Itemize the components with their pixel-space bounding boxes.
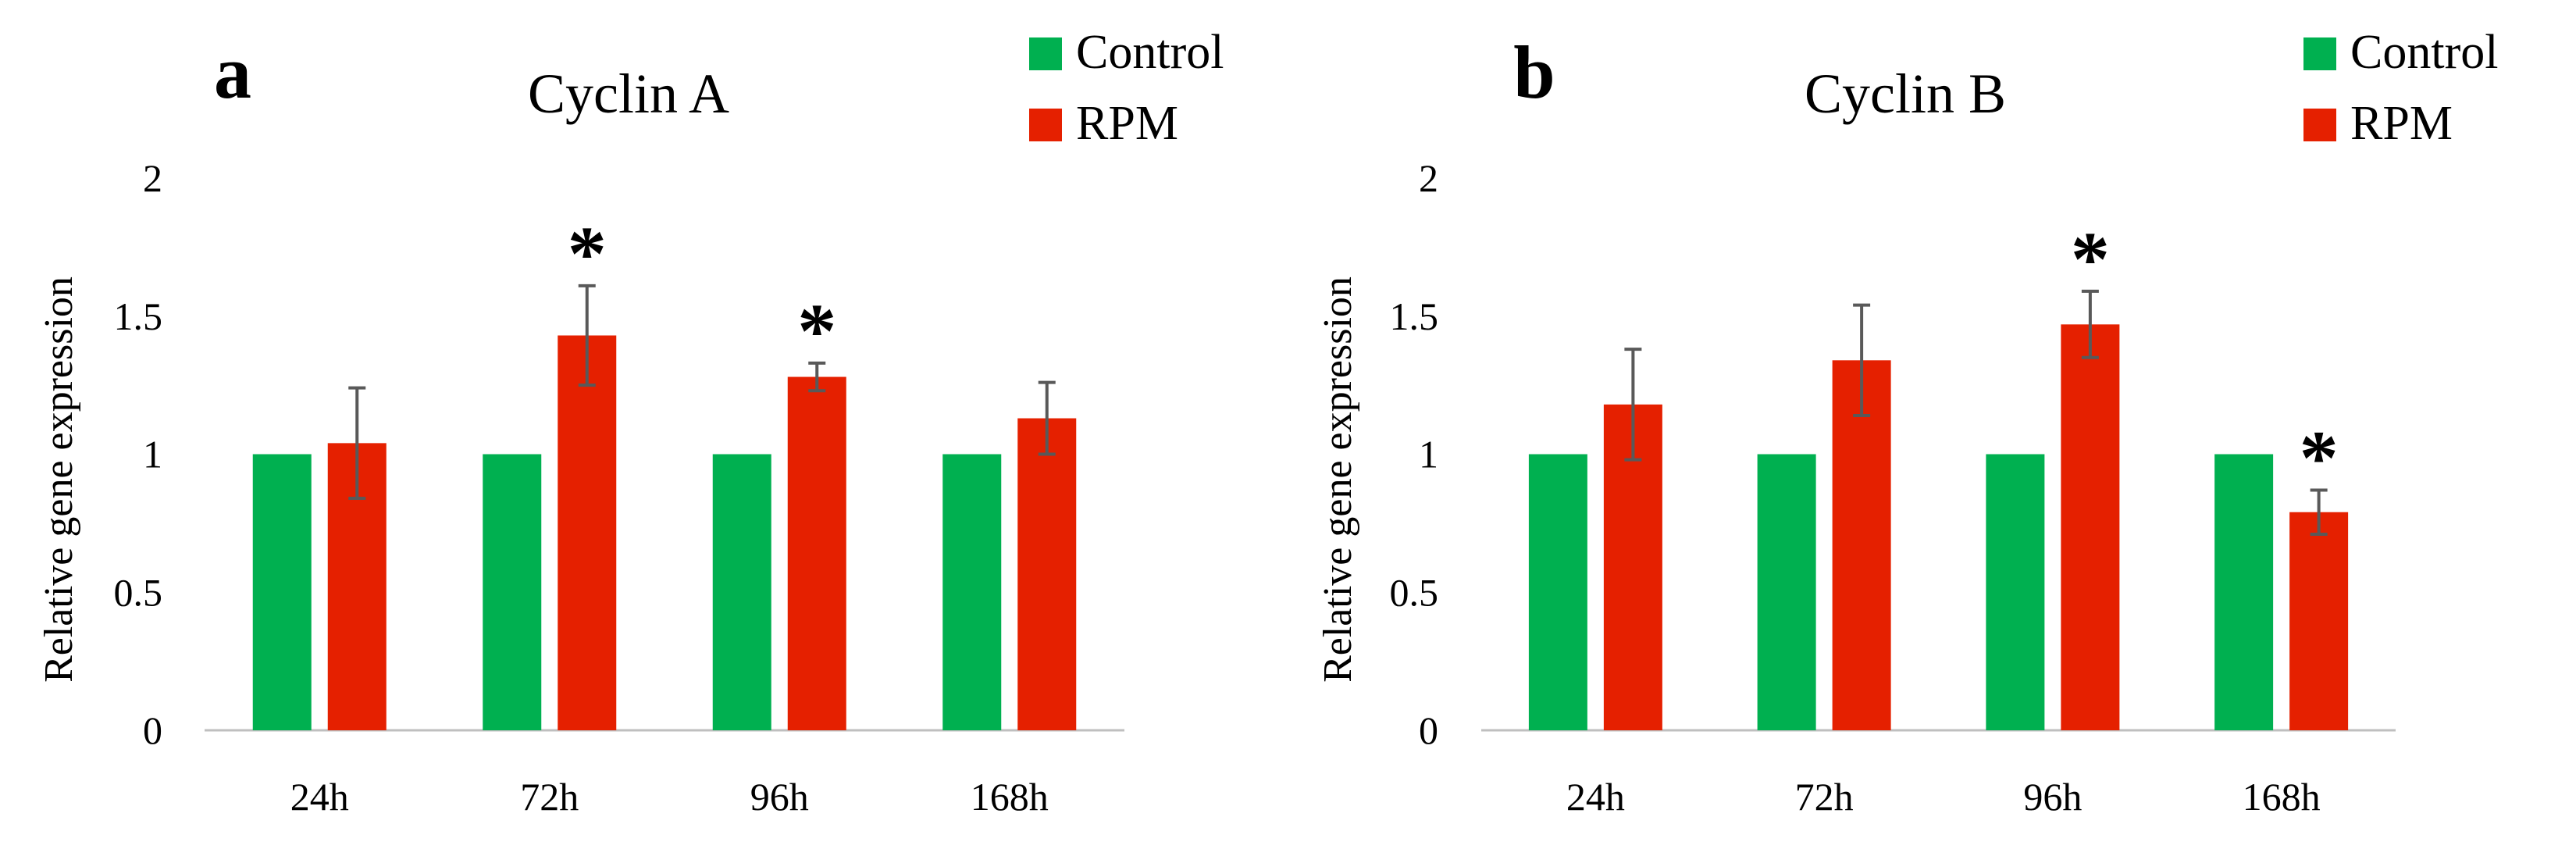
error-bar-rpm-24h: [1624, 348, 1642, 462]
y-tick-label: 2: [143, 156, 162, 200]
bar-control-168h: [942, 454, 1002, 730]
legend-label-control: Control: [1076, 26, 1224, 79]
y-tick-label: 0.5: [114, 570, 163, 614]
bar-control-72h: [483, 454, 542, 730]
panel-label: a: [214, 30, 251, 114]
plot-area: 0 0.5 1 1.5 2 24h 72h * 96h * 168h: [1390, 156, 2396, 819]
error-bar-rpm-72h: [1853, 303, 1871, 418]
error-bar-rpm-168h: [1038, 380, 1056, 456]
legend-label-control: Control: [2350, 26, 2498, 79]
error-bar-rpm-72h: [578, 284, 596, 387]
significance-marker: *: [2071, 216, 2110, 302]
bar-control-24h: [252, 454, 312, 730]
x-tick-label: 96h: [750, 775, 809, 819]
y-tick-label: 1.5: [114, 294, 163, 338]
chart-title: Cyclin A: [528, 62, 729, 125]
bar-control-96h: [712, 454, 771, 730]
bar-control-96h: [1986, 454, 2045, 730]
bar-rpm-96h: [2061, 324, 2120, 731]
bar-rpm-72h: [558, 335, 617, 730]
error-bar-rpm-24h: [348, 386, 366, 501]
panel-a: a Cyclin A Relative gene expression Cont…: [37, 26, 1224, 819]
error-bar-rpm-96h: [2081, 289, 2099, 359]
y-tick-label: 0.5: [1390, 570, 1439, 614]
legend-swatch-control: [2303, 37, 2336, 70]
y-tick-label: 1: [1419, 433, 1438, 476]
x-tick-label: 24h: [1566, 775, 1625, 819]
bar-control-168h: [2214, 454, 2274, 730]
legend: Control RPM: [2303, 26, 2498, 150]
plot-area: 0 0.5 1 1.5 2 24h * 72h * 96h 168h: [114, 156, 1124, 819]
y-tick-label: 2: [1419, 156, 1438, 200]
bar-rpm-96h: [787, 376, 846, 730]
y-tick-label: 1: [143, 433, 162, 476]
panel-b: b Cyclin B Relative gene expression Cont…: [1316, 26, 2498, 819]
x-tick-label: 96h: [2023, 775, 2082, 819]
y-tick-label: 0: [143, 708, 162, 752]
y-axis-label: Relative gene expression: [1316, 276, 1360, 683]
legend-swatch-rpm: [1029, 109, 1062, 141]
x-tick-label: 168h: [2243, 775, 2321, 819]
x-tick-label: 72h: [520, 775, 579, 819]
significance-marker: *: [2300, 414, 2339, 501]
panel-label: b: [1513, 30, 1555, 114]
x-tick-label: 168h: [971, 775, 1049, 819]
legend-swatch-control: [1029, 37, 1062, 70]
legend: Control RPM: [1029, 26, 1224, 150]
x-tick-label: 24h: [290, 775, 349, 819]
bar-control-72h: [1757, 454, 1816, 730]
bar-rpm-72h: [1832, 360, 1891, 730]
error-bar-rpm-96h: [808, 361, 826, 393]
bar-control-24h: [1528, 454, 1587, 730]
bar-rpm-168h: [2289, 512, 2349, 730]
y-tick-label: 0: [1419, 708, 1438, 752]
error-bar-rpm-168h: [2310, 488, 2328, 537]
y-axis-label: Relative gene expression: [37, 276, 81, 683]
legend-label-rpm: RPM: [1076, 97, 1178, 150]
legend-swatch-rpm: [2303, 109, 2336, 141]
significance-marker: *: [797, 287, 836, 374]
legend-label-rpm: RPM: [2350, 97, 2453, 150]
chart-title: Cyclin B: [1805, 62, 2006, 125]
x-tick-label: 72h: [1795, 775, 1854, 819]
y-tick-label: 1.5: [1390, 294, 1439, 338]
bar-rpm-168h: [1017, 418, 1077, 730]
significance-marker: *: [568, 210, 607, 297]
